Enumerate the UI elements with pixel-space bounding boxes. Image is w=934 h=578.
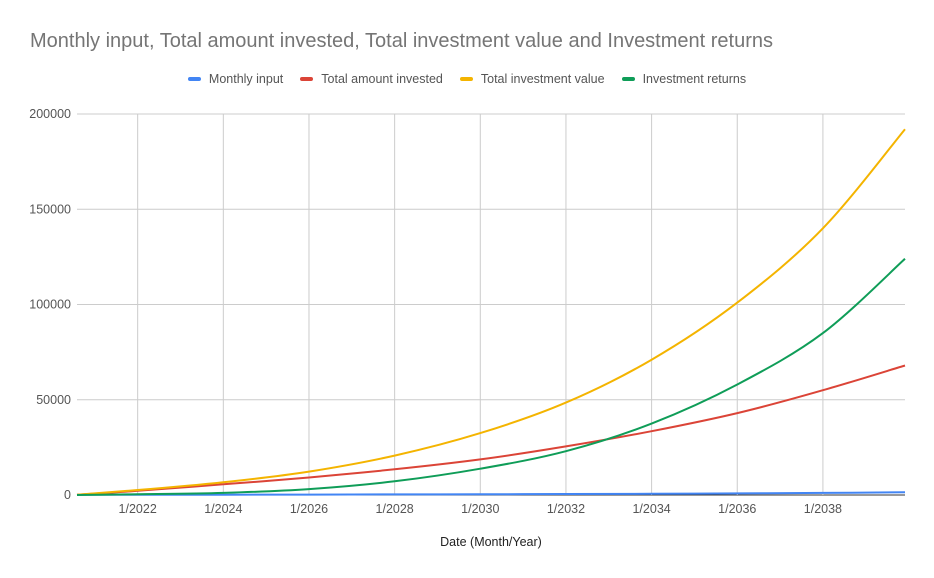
x-tick-label: 1/2026 (290, 502, 328, 516)
x-tick-label: 1/2034 (632, 502, 670, 516)
legend-swatch (300, 77, 314, 81)
y-tick-label: 150000 (29, 202, 71, 216)
series-line-total-investment-value (76, 128, 906, 496)
series-line-total-amount-invested (76, 364, 906, 496)
series-line-investment-returns (76, 258, 906, 496)
x-tick-label: 1/2028 (376, 502, 414, 516)
series-line-monthly-input (77, 491, 906, 496)
x-axis-title: Date (Month/Year) (440, 535, 542, 549)
legend-label: Monthly input (208, 72, 284, 86)
x-tick-label: 1/2022 (119, 502, 157, 516)
legend-swatch (621, 77, 635, 81)
x-tick-label: 1/2032 (547, 502, 585, 516)
legend-label: Total amount invested (321, 72, 443, 86)
chart-title: Monthly input, Total amount invested, To… (30, 30, 774, 52)
x-tick-label: 1/2024 (204, 502, 242, 516)
y-tick-label: 0 (64, 488, 71, 502)
x-tick-label: 1/2030 (461, 502, 499, 516)
legend-item-total-investment-value[interactable]: Total investment value (459, 72, 605, 86)
legend-item-monthly-input[interactable]: Monthly input (187, 72, 284, 86)
legend-swatch (187, 77, 201, 81)
legend-swatch (459, 77, 473, 81)
x-tick-label: 1/2036 (718, 502, 756, 516)
legend-label: Investment returns (642, 72, 747, 86)
chart-legend: Monthly input Total amount invested Total … (0, 72, 934, 86)
x-tick-label: 1/2038 (804, 502, 842, 516)
y-tick-label: 100000 (29, 298, 71, 312)
legend-item-investment-returns[interactable]: Investment returns (621, 72, 747, 86)
legend-label: Total investment value (480, 72, 605, 86)
y-tick-label: 200000 (29, 107, 71, 121)
legend-item-total-amount-invested[interactable]: Total amount invested (300, 72, 443, 86)
y-tick-label: 50000 (36, 393, 71, 407)
